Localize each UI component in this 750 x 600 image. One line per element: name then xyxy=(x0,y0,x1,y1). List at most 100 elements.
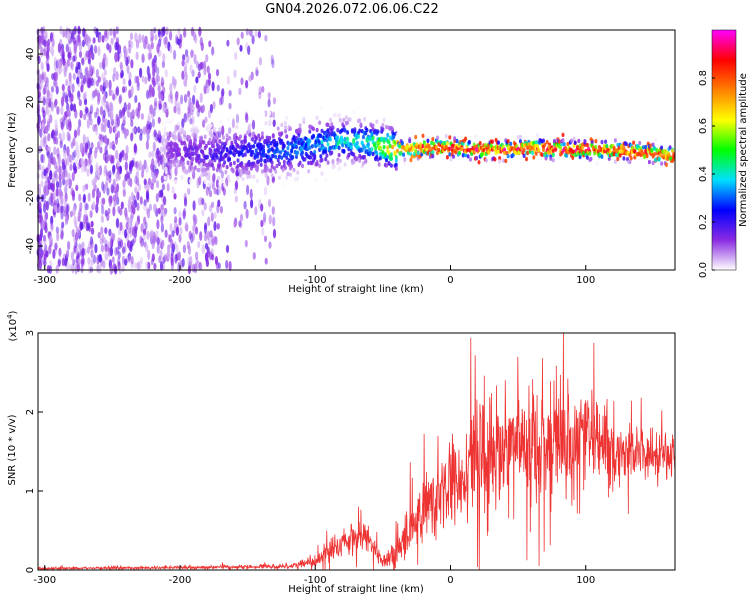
spectrogram-cell-1615 xyxy=(205,54,209,63)
spectrogram-cell-919 xyxy=(136,75,140,84)
spectrogram-cell-1550 xyxy=(112,144,116,151)
spectrogram-cell-2265 xyxy=(308,139,312,144)
spectrogram-cell-1335 xyxy=(132,206,136,215)
spectrogram-cell-1630 xyxy=(98,34,102,43)
spectrogram-cell-1424 xyxy=(215,69,220,77)
spectrogram-cell-1078 xyxy=(138,183,142,192)
spectrogram-cell-1287 xyxy=(258,56,262,66)
spectrogram-cell-854 xyxy=(267,199,272,208)
spectrogram-cell-1873 xyxy=(212,166,216,171)
spectrogram-cell-494 xyxy=(42,137,46,148)
spectrogram-cell-2077 xyxy=(262,148,266,153)
colorbar-tick-label-0: 0.0 xyxy=(698,262,709,278)
spectrogram-cell-709 xyxy=(85,107,89,114)
spectrogram-cell-2665 xyxy=(411,146,415,151)
spectrogram-cell-1745 xyxy=(181,161,185,166)
spectrogram-cell-369 xyxy=(197,71,201,79)
spectrogram-cell-1077 xyxy=(104,30,108,39)
spectrogram-cell-1473 xyxy=(151,150,155,158)
spectrogram-cell-1411 xyxy=(112,262,116,272)
spectrogram-cell-1529 xyxy=(183,112,187,123)
spectrogram-cell-1033 xyxy=(103,167,107,177)
spectrogram-cell-3282 xyxy=(662,152,666,158)
spectrogram-cell-1708 xyxy=(172,153,175,158)
spectrogram-cell-1269 xyxy=(51,73,55,80)
spectrogram-cell-731 xyxy=(50,101,54,111)
spectrogram-cell-235 xyxy=(85,183,89,190)
spectrogram-cell-280 xyxy=(186,112,190,120)
spectrogram-cell-792 xyxy=(145,260,149,270)
spectrogram-cell-1945 xyxy=(230,114,234,120)
spectrogram-cell-1644 xyxy=(64,197,68,208)
spectrogram-cell-1163 xyxy=(160,93,164,101)
spectrogram-cell-768 xyxy=(162,53,166,62)
spectrogram-cell-1537 xyxy=(58,179,62,189)
spectrogram-cell-2805 xyxy=(469,157,472,162)
spectrogram-cell-1002 xyxy=(133,143,137,154)
spectrogram-cell-1173 xyxy=(268,214,272,225)
spectrogram-cell-1655 xyxy=(171,243,176,253)
spectrogram-cell-1297 xyxy=(182,244,186,254)
spectrogram-cell-539 xyxy=(50,223,54,230)
snr-y-multiplier: (x104) xyxy=(6,310,19,341)
spectrogram-cell-1505 xyxy=(86,168,90,177)
spectrogram-cell-2311 xyxy=(319,154,323,159)
spectrogram-cell-1546 xyxy=(96,167,100,178)
spectrogram-cell-189 xyxy=(168,167,172,176)
spectrogram-cell-3162 xyxy=(613,159,617,164)
spectrogram-cell-575 xyxy=(160,215,164,224)
spectrogram-cell-2800 xyxy=(466,154,470,159)
spectrogram-cell-2828 xyxy=(478,141,482,146)
spectrogram-cell-2431 xyxy=(348,117,352,122)
spectrogram-cell-1339 xyxy=(43,117,47,125)
spectrogram-cell-1109 xyxy=(170,252,174,263)
spectrogram-cell-787 xyxy=(117,205,121,214)
spectrogram-cell-1380 xyxy=(103,119,107,129)
spectrogram-cell-1120 xyxy=(44,30,48,40)
spectrogram-cell-2040 xyxy=(253,139,257,145)
spectrogram-cell-1395 xyxy=(54,71,58,82)
spectrogram-cell-21 xyxy=(211,201,215,209)
spectrogram-cell-1119 xyxy=(94,111,98,119)
spectrogram-cell-244 xyxy=(56,197,60,208)
spectrogram-cell-747 xyxy=(163,207,167,217)
spectrogram-cell-976 xyxy=(127,199,131,209)
spectrogram-cell-2013 xyxy=(246,174,250,180)
spectrogram-cell-1937 xyxy=(228,178,231,183)
spectrogram-cell-1117 xyxy=(184,94,188,103)
spectrogram-cell-803 xyxy=(40,63,44,71)
spectrogram-cell-2228 xyxy=(298,129,302,134)
spectrogram-cell-1152 xyxy=(153,203,157,213)
spectrogram-cell-2986 xyxy=(542,147,545,152)
spectrogram-cell-779 xyxy=(131,110,135,117)
spectrogram-cell-2047 xyxy=(254,136,258,141)
spectrogram-cell-589 xyxy=(175,244,179,254)
spectrogram-cell-1526 xyxy=(114,92,118,100)
spectrogram-cell-1640 xyxy=(66,131,70,142)
spectrogram-cell-2493 xyxy=(363,117,367,122)
spectrogram-cell-1023 xyxy=(251,35,255,45)
spectrogram-cell-2763 xyxy=(452,154,455,159)
spectrogram-cell-2314 xyxy=(320,157,324,163)
spectrogram-cell-1694 xyxy=(169,159,173,164)
spectrogram-cell-1995 xyxy=(242,165,246,171)
spectrogram-cell-1459 xyxy=(199,62,203,69)
spectrogram-cell-1638 xyxy=(121,123,125,134)
spectrogram-cell-2342 xyxy=(326,142,330,147)
spectrogram-cell-807 xyxy=(163,37,167,46)
spectrogram-cell-2753 xyxy=(448,135,452,140)
spectrogram-cell-453 xyxy=(150,41,154,50)
spectrogram-cell-716 xyxy=(261,226,265,236)
snr-panel: -300 -200 -100 0 100 0 1 2 3 Height of straight… xyxy=(6,310,676,595)
spectrogram-cell-2308 xyxy=(318,140,322,145)
spectrogram-cell-1885 xyxy=(215,168,219,173)
spectrogram-cell-1218 xyxy=(183,65,187,74)
spectrogram-cell-1275 xyxy=(58,247,62,258)
spectrogram-cell-2897 xyxy=(506,139,510,144)
spectrogram-cell-358 xyxy=(231,118,235,129)
spectrogram-cell-429 xyxy=(125,56,129,67)
spectrogram-cell-2312 xyxy=(319,106,323,111)
spectrogram-cell-2523 xyxy=(370,132,374,138)
snr-y-multiplier-base: (x10 xyxy=(8,319,19,342)
spectrogram-cell-1631 xyxy=(49,114,53,124)
